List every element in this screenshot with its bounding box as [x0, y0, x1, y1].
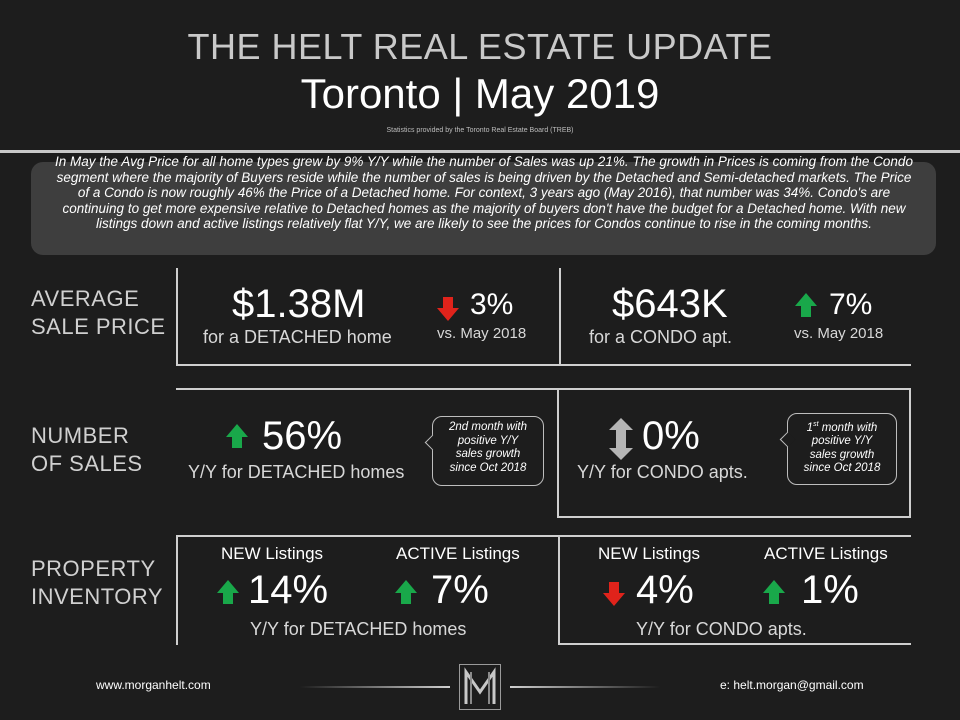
- sales-label-line1: NUMBER: [31, 423, 130, 448]
- condo-note-line1-rest: month with: [818, 421, 878, 434]
- detached-new-value: 14%: [248, 568, 329, 612]
- footer-line-left: [300, 686, 450, 688]
- arrow-down-icon: [437, 297, 459, 321]
- condo-active-label: ACTIVE Listings: [764, 544, 888, 563]
- condo-note-line1: 1st month with: [790, 418, 894, 435]
- condo-new-value: 4%: [636, 568, 694, 612]
- title-main: Toronto | May 2019: [300, 70, 660, 117]
- divider-inv-center: [558, 535, 560, 645]
- divider-inv-bottom-right: [558, 643, 911, 645]
- arrow-up-icon: [795, 293, 817, 317]
- detached-note-line3: sales growth: [455, 448, 521, 460]
- condo-note-line3: sales growth: [809, 448, 875, 461]
- summary-text: In May the Avg Price for all home types …: [55, 154, 913, 232]
- divider-sales-right: [909, 388, 911, 518]
- detached-note-line2: positive Y/Y: [457, 434, 519, 447]
- divider-avg-bottom-left: [176, 364, 559, 366]
- condo-note-line2: positive Y/Y: [811, 435, 873, 448]
- divider-avg-center: [559, 268, 561, 366]
- condo-sales-value: 0%: [642, 414, 700, 458]
- condo-price-change: 7%: [829, 288, 873, 321]
- divider-inv-top-left: [176, 535, 559, 537]
- inventory-label-line2: INVENTORY: [31, 584, 164, 609]
- condo-sales-note: 1st month with positive Y/Y sales growth…: [787, 413, 897, 485]
- condo-price-compare: vs. May 2018: [794, 325, 884, 342]
- sales-label: NUMBER OF SALES: [31, 422, 143, 478]
- detached-sales-note: 2nd month with positive Y/Y sales growth…: [432, 416, 544, 486]
- condo-note-line4: since Oct 2018: [803, 462, 881, 475]
- condo-sales-caption: Y/Y for CONDO apts.: [577, 462, 748, 482]
- arrow-down-icon: [603, 582, 625, 606]
- detached-new-label: NEW Listings: [221, 544, 324, 563]
- arrow-up-icon: [763, 580, 785, 604]
- source-note: Statistics provided by the Toronto Real …: [386, 127, 574, 134]
- detached-sales-caption: Y/Y for DETACHED homes: [188, 462, 405, 482]
- divider-inv-top-right: [558, 535, 911, 537]
- detached-price-compare: vs. May 2018: [437, 325, 527, 342]
- avg-price-label-line2: SALE PRICE: [31, 314, 166, 339]
- detached-inventory-caption: Y/Y for DETACHED homes: [250, 619, 467, 639]
- detached-note-line1: 2nd month with: [449, 421, 527, 433]
- title-top: THE HELT REAL ESTATE UPDATE: [187, 26, 773, 67]
- divider-inv-left: [176, 535, 178, 645]
- arrow-up-icon: [217, 580, 239, 604]
- sales-label-line2: OF SALES: [31, 451, 143, 476]
- footer-website[interactable]: www.morganhelt.com: [96, 678, 211, 692]
- logo: [458, 663, 502, 711]
- detached-active-label: ACTIVE Listings: [396, 544, 520, 563]
- divider-sales-top-right: [557, 388, 911, 390]
- detached-price-change: 3%: [470, 288, 514, 321]
- detached-price-caption: for a DETACHED home: [203, 327, 392, 347]
- avg-price-label: AVERAGE SALE PRICE: [31, 285, 166, 341]
- condo-note-num: 1: [806, 421, 814, 434]
- divider-sales-top-left: [176, 388, 559, 390]
- avg-price-label-line1: AVERAGE: [31, 286, 140, 311]
- divider-sales-center: [557, 388, 559, 518]
- condo-price-value: $643K: [612, 282, 728, 326]
- detached-sales-value: 56%: [262, 414, 343, 458]
- footer-line-right: [510, 686, 660, 688]
- condo-new-label: NEW Listings: [598, 544, 701, 563]
- divider-avg-bottom-right: [559, 364, 911, 366]
- inventory-label: PROPERTY INVENTORY: [31, 555, 163, 611]
- arrow-up-icon: [226, 424, 248, 448]
- arrow-updown-icon: [609, 418, 633, 460]
- arrow-up-icon: [395, 580, 417, 604]
- inventory-label-line1: PROPERTY: [31, 556, 156, 581]
- footer-email[interactable]: e: helt.morgan@gmail.com: [720, 678, 864, 692]
- condo-price-caption: for a CONDO apt.: [589, 327, 733, 347]
- detached-note-line4: since Oct 2018: [449, 461, 527, 474]
- detached-active-value: 7%: [431, 568, 489, 612]
- divider-avg-left: [176, 268, 178, 366]
- condo-active-value: 1%: [801, 568, 859, 612]
- condo-inventory-caption: Y/Y for CONDO apts.: [636, 619, 807, 639]
- top-divider: [0, 150, 960, 153]
- summary-box: [31, 162, 936, 255]
- divider-sales-bottom-right: [557, 516, 911, 518]
- condo-note-sup: st: [813, 421, 819, 428]
- detached-price-value: $1.38M: [232, 282, 366, 326]
